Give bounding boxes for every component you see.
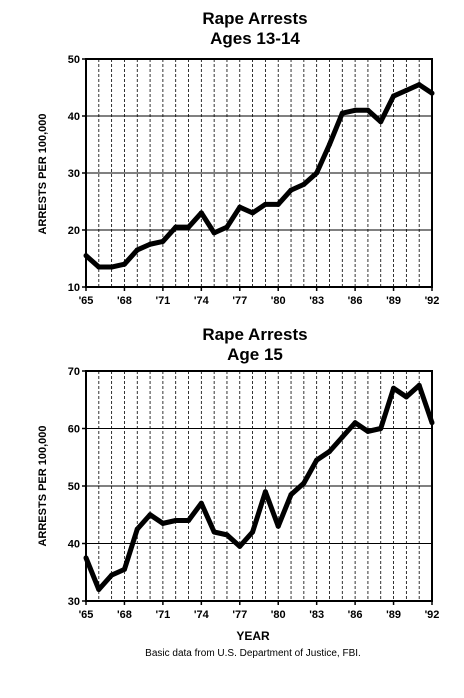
chart2-data-point (198, 500, 204, 506)
chart2-data-point (250, 529, 256, 535)
chart2-data-point (121, 566, 127, 572)
source-note: Basic data from U.S. Department of Justi… (145, 648, 361, 659)
chart2-data-point (275, 523, 281, 529)
chart2-data-point (391, 385, 397, 391)
chart1-data-point (314, 170, 320, 176)
chart1-data-point (250, 210, 256, 216)
chart2-data-point (83, 555, 89, 561)
chart1-data-point (429, 90, 435, 96)
chart1-data-point (198, 210, 204, 216)
chart1-x-tick-label: '86 (348, 295, 363, 307)
chart1-subtitle: Ages 13-14 (210, 29, 300, 48)
chart1-y-tick-label: 10 (68, 282, 80, 294)
chart1-data-point (237, 204, 243, 210)
chart2-data-point (416, 382, 422, 388)
chart2-x-tick-label: '71 (155, 609, 170, 621)
chart1-series-line (84, 82, 434, 270)
chart2-data-point (352, 420, 358, 426)
chart1-data-point (288, 187, 294, 193)
chart1-x-tick-label: '71 (155, 295, 170, 307)
chart2-x-tick-label: '74 (194, 609, 210, 621)
chart1-data-point (262, 201, 268, 207)
chart1-x-tick-label: '89 (386, 295, 401, 307)
chart1-data-point (275, 201, 281, 207)
chart2-title: Rape Arrests (202, 325, 307, 344)
chart2-data-point (224, 532, 230, 538)
chart2-series-line (83, 382, 435, 592)
chart1-data-point (326, 142, 332, 147)
chart2-data-point (301, 480, 307, 486)
chart2-data-point (288, 492, 294, 498)
chart2-ylabel: ARRESTS PER 100,000 (37, 425, 49, 546)
chart1-data-point (301, 181, 307, 187)
chart2-y-tick-label: 70 (68, 366, 80, 378)
chart2-plot: 30 40 50 60 70 '65 '68 '71 '74 '77 '80 '83 '86 '89 '92 (68, 366, 440, 621)
chart2-data-point (339, 434, 345, 440)
chart1-data-point (339, 110, 345, 116)
chart2-data-point (96, 587, 102, 592)
chart2-data-point (429, 420, 435, 426)
chart2-x-tick-label: '86 (348, 609, 363, 621)
chart1-data-point (378, 119, 384, 125)
chart1-y-tick-label: 30 (68, 168, 80, 180)
chart2-data-point (326, 449, 332, 454)
chart1-x-tick-label: '83 (309, 295, 324, 307)
chart2-x-tick-label: '77 (232, 609, 247, 621)
chart2-data-point (211, 529, 217, 535)
chart1-x-tick-label: '65 (79, 295, 94, 307)
chart2-x-tick-label: '80 (271, 609, 286, 621)
shared-x-axis-label: YEAR (236, 629, 270, 643)
chart1-data-point (365, 107, 371, 113)
chart2-x-tick-label: '65 (79, 609, 94, 621)
chart1-data-point (211, 230, 217, 236)
chart2-data-point (147, 512, 153, 518)
chart1-data-point (83, 253, 89, 259)
chart1-data-point (403, 87, 409, 93)
chart1-data-point (224, 224, 230, 230)
chart1-data-point (96, 264, 102, 270)
chart2-data-point (237, 543, 243, 549)
chart2-y-tick-label: 30 (68, 596, 80, 608)
chart1-data-point (121, 261, 127, 267)
chart1-title: Rape Arrests (202, 9, 307, 28)
chart2-data-point (365, 428, 371, 434)
chart2-data-point (378, 426, 384, 431)
chart2-x-tick-label: '68 (117, 609, 132, 621)
chart2-x-tick-label: '89 (386, 609, 401, 621)
chart1-data-point (147, 241, 153, 247)
chart1-data-point (173, 224, 179, 230)
chart1-data-point (109, 264, 115, 270)
chart1-data-point (186, 224, 192, 230)
chart1-y-tick-label: 50 (68, 54, 80, 66)
chart2-data-point (173, 518, 179, 523)
chart2-x-tick-label: '92 (425, 609, 440, 621)
chart2-data-point (160, 520, 166, 526)
chart2-y-tick-label: 50 (68, 481, 80, 493)
chart2-y-tick-label: 40 (68, 539, 80, 551)
chart1-x-tick-label: '74 (194, 295, 210, 307)
chart2-data-point (262, 489, 268, 495)
chart1-x-tick-label: '80 (271, 295, 286, 307)
chart1-data-point (391, 93, 397, 99)
chart2-subtitle: Age 15 (227, 345, 283, 364)
chart1-x-tick-label: '77 (232, 295, 247, 307)
chart1-y-tick-label: 40 (68, 111, 80, 123)
chart2-data-point (109, 572, 115, 578)
chart1-ylabel: ARRESTS PER 100,000 (37, 113, 49, 234)
chart1-data-point (134, 247, 140, 253)
chart2-data-point (314, 457, 320, 463)
chart1-data-point (160, 238, 166, 244)
chart2-y-tick-label: 60 (68, 424, 80, 436)
chart2-data-point (134, 526, 140, 532)
chart1-x-tick-label: '68 (117, 295, 132, 307)
chart1-x-tick-label: '92 (425, 295, 440, 307)
chart2-data-point (186, 518, 192, 523)
chart1-data-point (416, 82, 422, 88)
chart1-data-point (352, 107, 358, 113)
chart1-y-tick-label: 20 (68, 225, 80, 237)
chart2-x-tick-label: '83 (309, 609, 324, 621)
chart2-data-point (403, 394, 409, 400)
chart1-plot: 10 20 30 40 50 '65 '68 '71 '74 '77 '80 '83 '86 '89 '92 (68, 54, 440, 307)
